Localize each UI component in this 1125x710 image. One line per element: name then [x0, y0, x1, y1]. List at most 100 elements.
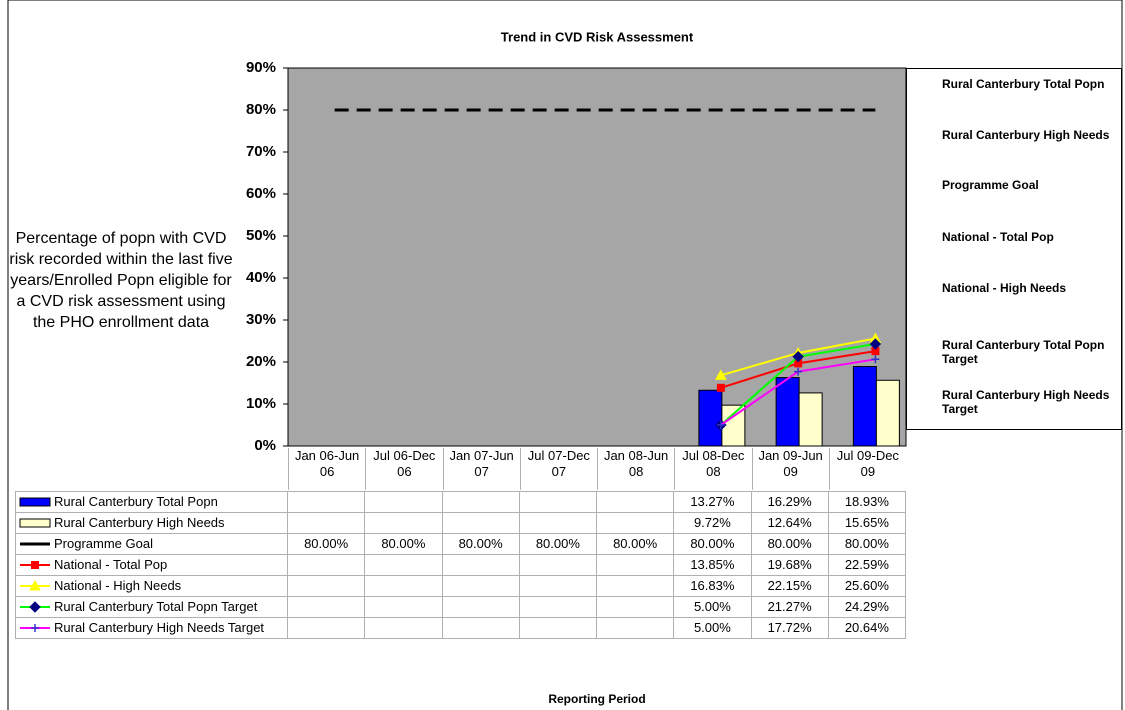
y-tick-label: 80% [246, 101, 276, 118]
table-cell [518, 575, 597, 597]
legend [906, 68, 1122, 430]
table-cell [287, 617, 366, 639]
table-series-label: Rural Canterbury High Needs [54, 515, 225, 530]
table-cell: 20.64% [827, 617, 906, 639]
table-cell [596, 596, 675, 618]
table-series-label: Rural Canterbury High Needs Target [54, 620, 265, 635]
table-cell: 24.29% [827, 596, 906, 618]
table-series-label: National - Total Pop [54, 557, 168, 572]
table-cell [441, 512, 520, 534]
table-cell: 80.00% [827, 533, 906, 555]
legend-label: Rural Canterbury Total Popn Target [942, 338, 1105, 366]
table-cell: 25.60% [827, 575, 906, 597]
table-cell [364, 617, 443, 639]
table-cell: 22.15% [750, 575, 829, 597]
table-cell: 80.00% [518, 533, 597, 555]
table-cell [364, 491, 443, 513]
table-cell [596, 554, 675, 576]
table-cell [518, 596, 597, 618]
table-cell [596, 491, 675, 513]
table-cell: 17.72% [750, 617, 829, 639]
table-cell [441, 491, 520, 513]
table-cell: 19.68% [750, 554, 829, 576]
legend-key-marker [29, 601, 41, 613]
legend-key-marker [31, 561, 39, 569]
bar [852, 365, 877, 447]
table-cell [441, 575, 520, 597]
y-tick-label: 90% [246, 59, 276, 76]
table-cell [287, 512, 366, 534]
y-tick-label: 20% [246, 353, 276, 370]
x-tick-label: Jul 06-Dec 06 [365, 448, 442, 490]
table-cell [518, 617, 597, 639]
table-series-label: National - High Needs [54, 578, 182, 593]
table-cell: 80.00% [750, 533, 829, 555]
legend-key-marker [29, 579, 41, 591]
table-cell: 80.00% [596, 533, 675, 555]
table-cell [441, 596, 520, 618]
frame [7, 0, 1123, 710]
table-cell: 13.27% [673, 491, 752, 513]
table-cell [441, 617, 520, 639]
table-cell: 5.00% [673, 596, 752, 618]
point-marker [716, 383, 725, 392]
table-cell [596, 617, 675, 639]
y-tick-label: 50% [246, 227, 276, 244]
point-marker [715, 369, 727, 380]
chart-title: Trend in CVD Risk Assessment [501, 29, 694, 44]
y-axis-title: Percentage of popn with CVD risk recorde… [9, 230, 233, 331]
table-cell: 16.83% [673, 575, 752, 597]
table-cell [287, 596, 366, 618]
table-cell: 80.00% [287, 533, 366, 555]
y-tick-label: 10% [246, 395, 276, 412]
table-cell [596, 575, 675, 597]
table-cell: 16.29% [750, 491, 829, 513]
x-tick-label: Jan 06-Jun 06 [288, 448, 365, 490]
table-cell [364, 596, 443, 618]
table-cell: 9.72% [673, 512, 752, 534]
legend-label: Rural Canterbury High Needs Target [942, 388, 1110, 416]
legend-label: National - Total Pop [942, 230, 1054, 244]
point-marker [869, 338, 882, 350]
y-tick-label: 60% [246, 185, 276, 202]
table-cell [518, 512, 597, 534]
bar [875, 379, 900, 447]
legend-label: Rural Canterbury High Needs [942, 128, 1110, 142]
table-cell: 21.27% [750, 596, 829, 618]
table-cell [441, 554, 520, 576]
table-cell: 22.59% [827, 554, 906, 576]
x-tick-label: Jul 09-Dec 09 [828, 448, 906, 490]
x-tick-label: Jul 07-Dec 07 [519, 448, 597, 490]
y-tick-label: 30% [246, 311, 276, 328]
table-cell: 80.00% [673, 533, 752, 555]
table-series-label: Programme Goal [54, 536, 153, 551]
table-cell [287, 491, 366, 513]
point-marker [716, 421, 725, 429]
x-tick-label: Jan 08-Jun 08 [597, 448, 674, 490]
table-cell: 13.85% [673, 554, 752, 576]
table-series-label: Rural Canterbury Total Popn [54, 494, 218, 509]
table-cell: 18.93% [827, 491, 906, 513]
table-cell [287, 575, 366, 597]
table-series-label: Rural Canterbury Total Popn Target [54, 599, 258, 614]
plot-area [287, 67, 907, 447]
y-tick-label: 70% [246, 143, 276, 160]
table-cell: 5.00% [673, 617, 752, 639]
y-tick-label: 0% [254, 437, 276, 454]
legend-label: Rural Canterbury Total Popn [942, 77, 1105, 91]
table-cell: 15.65% [827, 512, 906, 534]
table-cell [518, 554, 597, 576]
table-cell [364, 554, 443, 576]
y-tick-label: 40% [246, 269, 276, 286]
legend-key-marker [31, 624, 39, 632]
legend-key [19, 518, 51, 528]
point-marker [792, 350, 804, 363]
x-tick-label: Jan 07-Jun 07 [442, 448, 520, 490]
table-cell [518, 491, 597, 513]
table-cell: 80.00% [441, 533, 520, 555]
x-tick-label: Jan 09-Jun 09 [751, 448, 829, 490]
table-cell [596, 512, 675, 534]
table-cell [287, 554, 366, 576]
